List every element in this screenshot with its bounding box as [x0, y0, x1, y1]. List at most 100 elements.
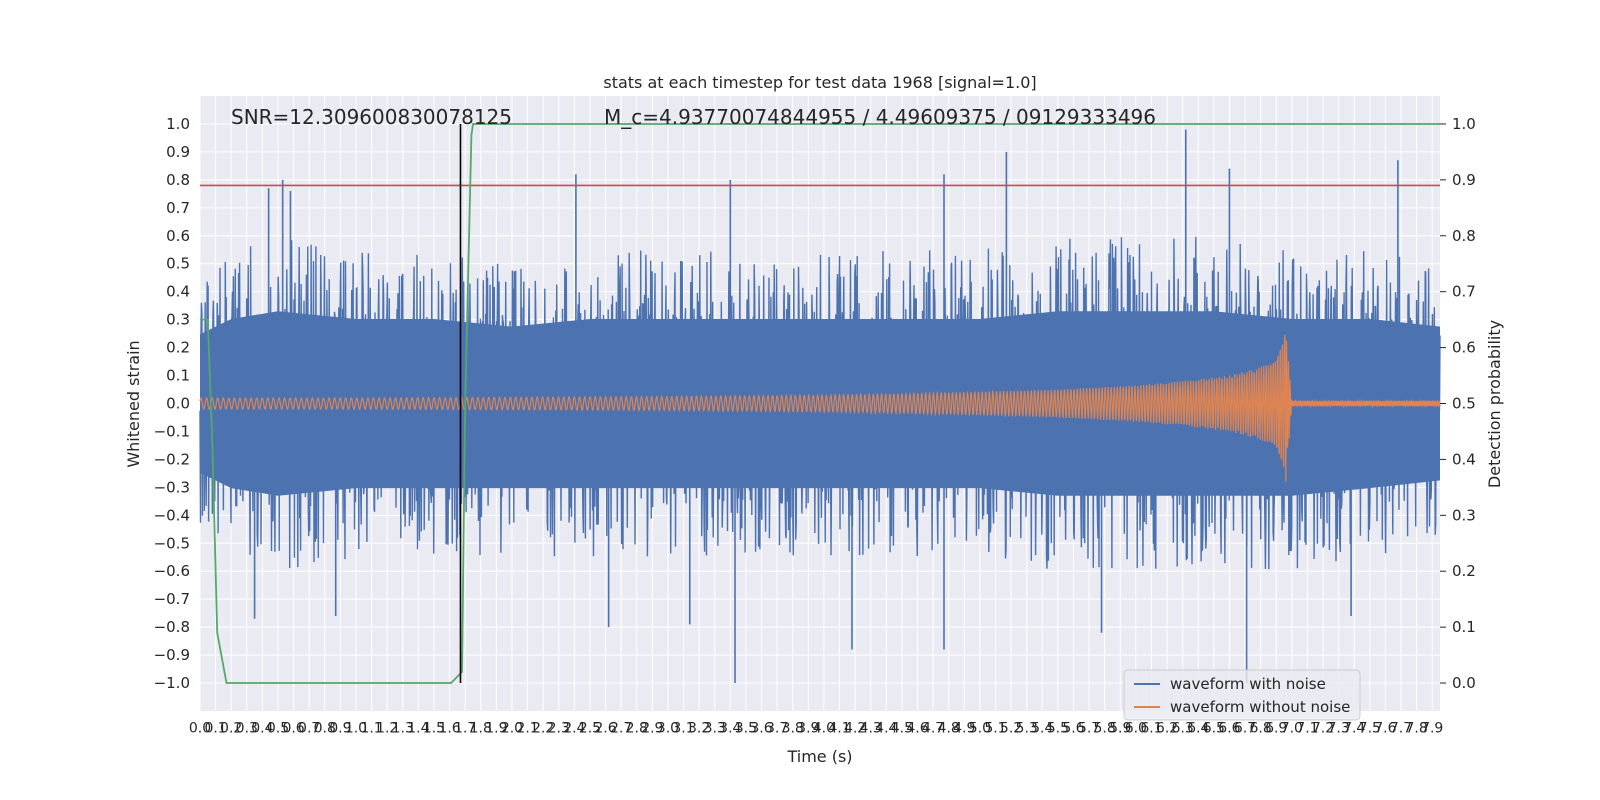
y-tick-label-m0_3: −0.3	[154, 478, 190, 496]
series-waveform-without-noise	[199, 334, 1441, 482]
legend-box	[1123, 669, 1361, 721]
x-tick-label-1_3: 1.3	[392, 721, 414, 737]
series-detection-probability	[200, 123, 1440, 684]
x-tick-label-5_3: 5.3	[1016, 721, 1038, 737]
x-tick-label-4_5: 4.5	[891, 721, 913, 737]
x-tick-label-7_4: 7.4	[1343, 721, 1365, 737]
y-tick-label-0_4: 0.4	[166, 283, 190, 301]
x-tick-label-3_3: 3.3	[704, 721, 726, 737]
series-waveform-with-noise-band	[200, 311, 1440, 496]
y-tick-label-0_7: 0.7	[166, 199, 190, 217]
y-tick-label-m0_7: −0.7	[154, 590, 190, 608]
x-tick-label-3_9: 3.9	[797, 721, 819, 737]
x-tick-label-3_6: 3.6	[750, 721, 772, 737]
x-tick-label-3_5: 3.5	[735, 721, 757, 737]
y-tick-label-0_3: 0.3	[166, 311, 190, 329]
x-tick-label-1: 1.0	[345, 721, 367, 737]
x-tick-label-7_8: 7.8	[1405, 721, 1427, 737]
y-tick-label-m0_1: −0.1	[154, 422, 190, 440]
y2-tick-label-0_8: 0.8	[1452, 227, 1476, 245]
y-tick-label-m0_9: −0.9	[154, 646, 190, 664]
plot-area	[199, 123, 1441, 684]
x-tick-label-5_7: 5.7	[1078, 721, 1100, 737]
x-tick-label-7_3: 7.3	[1327, 721, 1349, 737]
x-tick-label-0_8: 0.8	[314, 721, 336, 737]
x-tick-label-4_1: 4.1	[828, 721, 850, 737]
y-tick-label-0: 0.0	[166, 395, 190, 413]
x-tick-label-0: 0.0	[189, 721, 211, 737]
x-tick-label-0_4: 0.4	[251, 721, 273, 737]
snr-annotation: SNR=12.309600830078125	[231, 105, 512, 129]
chart-title: stats at each timestep for test data 196…	[603, 73, 1036, 92]
x-tick-label-5_1: 5.1	[984, 721, 1006, 737]
x-tick-label-1_6: 1.6	[438, 721, 460, 737]
y2-tick-label-1: 1.0	[1452, 115, 1476, 133]
x-tick-label-4_6: 4.6	[906, 721, 928, 737]
x-tick-label-2: 2.0	[501, 721, 523, 737]
x-tick-label-1_4: 1.4	[407, 721, 429, 737]
y2-tick-label-0_9: 0.9	[1452, 171, 1476, 189]
y-tick-label-0_8: 0.8	[166, 171, 190, 189]
y-tick-label-m0_2: −0.2	[154, 450, 190, 468]
x-tick-label-1_8: 1.8	[470, 721, 492, 737]
x-tick-label-1_9: 1.9	[485, 721, 507, 737]
x-tick-label-2_4: 2.4	[563, 721, 585, 737]
x-tick-label-0_6: 0.6	[282, 721, 304, 737]
legend: waveform with noise waveform without nois…	[1123, 669, 1361, 721]
x-tick-label-4_3: 4.3	[860, 721, 882, 737]
x-tick-label-0_3: 0.3	[236, 721, 258, 737]
x-tick-label-0_9: 0.9	[329, 721, 351, 737]
x-tick-label-6_4: 6.4	[1187, 721, 1209, 737]
y2-tick-label-0_3: 0.3	[1452, 506, 1476, 524]
y-tick-label-m0_8: −0.8	[154, 618, 190, 636]
x-tick-label-1_2: 1.2	[376, 721, 398, 737]
y-tick-label-1: 1.0	[166, 115, 190, 133]
y-tick-label-0_6: 0.6	[166, 227, 190, 245]
x-tick-label-0_7: 0.7	[298, 721, 320, 737]
x-tick-label-3_1: 3.1	[672, 721, 694, 737]
x-tick-label-7_9: 7.9	[1421, 721, 1443, 737]
axes: 0.00.10.20.30.40.50.60.70.80.91.01.11.21…	[154, 115, 1476, 737]
x-tick-label-6_5: 6.5	[1203, 721, 1225, 737]
x-tick-label-7_7: 7.7	[1390, 721, 1412, 737]
x-tick-label-2_5: 2.5	[579, 721, 601, 737]
x-tick-label-2_3: 2.3	[548, 721, 570, 737]
x-tick-label-3_7: 3.7	[766, 721, 788, 737]
y-tick-label-m0_6: −0.6	[154, 562, 190, 580]
x-tick-label-2_6: 2.6	[594, 721, 616, 737]
x-tick-label-2_8: 2.8	[626, 721, 648, 737]
x-tick-label-6_8: 6.8	[1249, 721, 1271, 737]
x-tick-label-6_3: 6.3	[1172, 721, 1194, 737]
x-tick-label-6_1: 6.1	[1140, 721, 1162, 737]
x-tick-label-7_1: 7.1	[1296, 721, 1318, 737]
x-tick-label-0_5: 0.5	[267, 721, 289, 737]
y2-axis-label: Detection probability	[1485, 320, 1504, 488]
x-tick-label-2_9: 2.9	[641, 721, 663, 737]
y2-tick-label-0_2: 0.2	[1452, 562, 1476, 580]
x-tick-label-6_9: 6.9	[1265, 721, 1287, 737]
x-tick-label-6: 6.0	[1125, 721, 1147, 737]
x-tick-label-5_8: 5.8	[1094, 721, 1116, 737]
legend-label-1: waveform without noise	[1170, 698, 1350, 716]
y2-tick-label-0: 0.0	[1452, 674, 1476, 692]
y2-tick-label-0_5: 0.5	[1452, 395, 1476, 413]
x-tick-label-4_7: 4.7	[922, 721, 944, 737]
x-tick-label-3_8: 3.8	[782, 721, 804, 737]
chirp-mass-annotation: M_c=4.93770074844955 / 4.49609375 / 0912…	[604, 105, 1156, 129]
x-tick-label-4_8: 4.8	[938, 721, 960, 737]
x-tick-label-6_2: 6.2	[1156, 721, 1178, 737]
x-tick-label-4_9: 4.9	[953, 721, 975, 737]
x-tick-label-7_2: 7.2	[1312, 721, 1334, 737]
x-tick-label-4_4: 4.4	[875, 721, 897, 737]
y-tick-label-m0_4: −0.4	[154, 506, 190, 524]
x-tick-label-2_2: 2.2	[532, 721, 554, 737]
x-axis-label: Time (s)	[786, 747, 852, 766]
x-tick-label-7_5: 7.5	[1359, 721, 1381, 737]
x-tick-label-1_7: 1.7	[454, 721, 476, 737]
y-tick-label-0_9: 0.9	[166, 143, 190, 161]
x-tick-label-3_4: 3.4	[719, 721, 741, 737]
y-tick-label-0_5: 0.5	[166, 255, 190, 273]
x-tick-label-5_6: 5.6	[1062, 721, 1084, 737]
y-tick-label-0_2: 0.2	[166, 339, 190, 357]
y-tick-label-m1: −1.0	[154, 674, 190, 692]
